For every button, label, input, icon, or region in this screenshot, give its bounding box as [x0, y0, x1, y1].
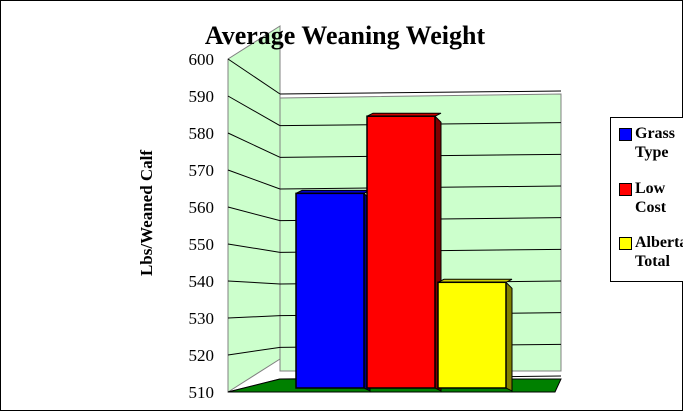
legend: Grass Type Low Cost Alberta Total [610, 117, 683, 282]
legend-swatch [619, 183, 632, 196]
y-tick-label: 550 [189, 235, 215, 254]
bar-alberta-total [437, 281, 507, 389]
bar-side [505, 281, 513, 392]
gridline-side [227, 169, 281, 190]
legend-swatch [619, 128, 632, 141]
y-tick-label: 540 [189, 272, 215, 291]
y-axis-ticks: 510 520 530 540 550 560 570 580 590 600 [189, 50, 215, 402]
y-tick-label: 510 [189, 383, 215, 402]
y-tick-label: 530 [189, 309, 215, 328]
bars [295, 112, 513, 392]
y-tick-label: 600 [189, 50, 215, 69]
gridline-side [227, 346, 281, 356]
legend-label-line2: Type [635, 144, 669, 161]
y-tick-label: 520 [189, 346, 215, 365]
legend-swatch [619, 237, 632, 250]
y-tick-label: 590 [189, 87, 215, 106]
gridline-side [227, 58, 281, 95]
legend-label-line1: Low [635, 180, 666, 197]
legend-label-line2: Total [635, 253, 670, 270]
legend-label-line2: Cost [635, 199, 667, 216]
gridline-side [227, 315, 281, 319]
legend-label-line1: Grass [635, 125, 675, 142]
y-axis-label: Lbs/Weaned Calf [137, 150, 156, 276]
gridline-side [227, 206, 281, 222]
bar-grass-type [295, 192, 365, 389]
gridline-side [227, 95, 281, 127]
gridline-side [227, 243, 281, 253]
y-tick-label: 560 [189, 198, 215, 217]
gridline-side [227, 280, 281, 285]
y-tick-label: 580 [189, 124, 215, 143]
gridline-side [227, 132, 281, 158]
gridline-back [279, 90, 562, 95]
legend-label-line1: Alberta [635, 234, 683, 251]
chart-title: Average Weaning Weight [205, 21, 486, 50]
y-tick-label: 570 [189, 161, 215, 180]
bar-low-cost [366, 115, 436, 389]
